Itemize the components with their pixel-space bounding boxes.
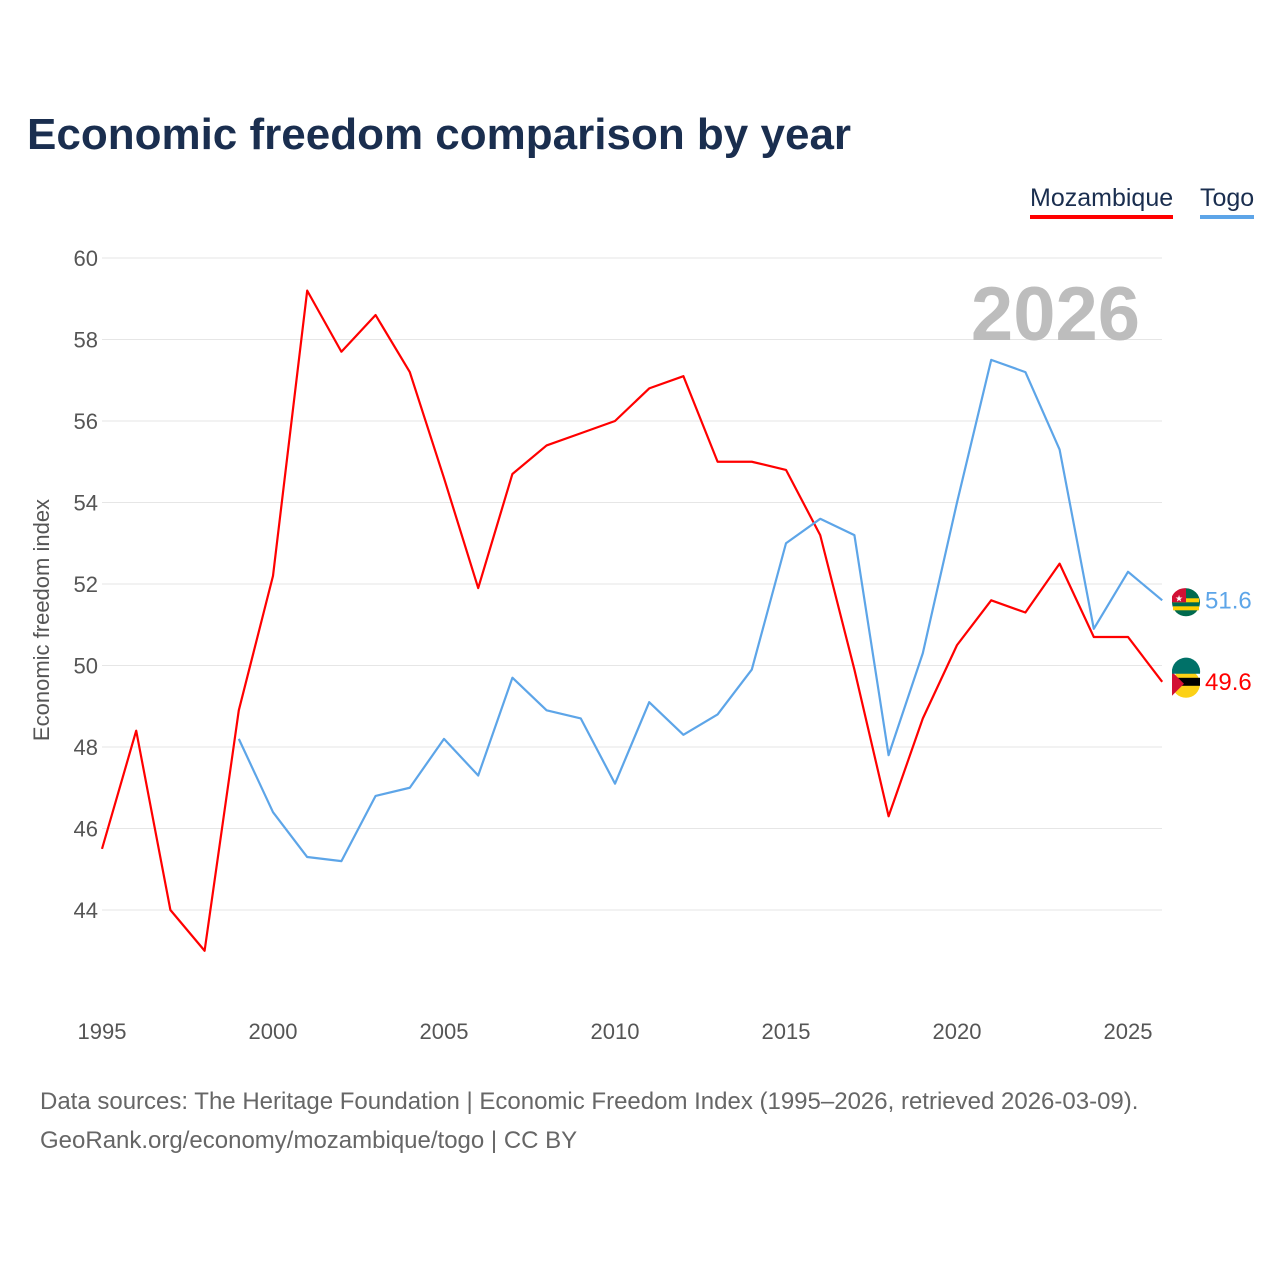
data-point [270, 809, 276, 815]
data-point [886, 813, 892, 819]
data-point [544, 442, 550, 448]
data-point [680, 373, 686, 379]
x-tick-label: 2005 [420, 1019, 469, 1044]
data-point [373, 793, 379, 799]
flag-star: ★ [1175, 593, 1183, 603]
data-point [1091, 626, 1097, 632]
data-point [920, 715, 926, 721]
series-line-mozambique [100, 289, 1164, 952]
y-tick-label: 52 [74, 572, 98, 597]
data-point [236, 707, 242, 713]
data-point [1057, 561, 1063, 567]
x-tick-label: 2025 [1104, 1019, 1153, 1044]
data-point [783, 540, 789, 546]
data-point [578, 430, 584, 436]
data-point [749, 667, 755, 673]
flag-stripe [1172, 657, 1201, 674]
x-tick-label: 2000 [249, 1019, 298, 1044]
data-point [1091, 634, 1097, 640]
data-point [783, 467, 789, 473]
end-value-label: 49.6 [1205, 669, 1252, 696]
y-tick-label: 56 [74, 409, 98, 434]
x-tick-label: 2010 [591, 1019, 640, 1044]
source-text: Data sources: The Heritage Foundation | … [40, 1088, 1139, 1115]
data-point [338, 349, 344, 355]
data-point [475, 585, 481, 591]
y-tick-label: 60 [74, 246, 98, 271]
data-point [612, 418, 618, 424]
data-point [1159, 679, 1165, 685]
legend-togo[interactable]: Togo [1200, 184, 1255, 219]
y-tick-label: 58 [74, 328, 98, 353]
data-point [851, 532, 857, 538]
data-point [236, 736, 242, 742]
data-point [544, 707, 550, 713]
data-point [578, 715, 584, 721]
y-tick-label: 54 [74, 491, 98, 516]
x-tick-label: 2015 [762, 1019, 811, 1044]
data-point [99, 846, 105, 852]
data-point [1022, 369, 1028, 375]
data-point [646, 699, 652, 705]
source-link[interactable]: GeoRank.org/economy/mozambique/togo | CC… [40, 1127, 578, 1154]
data-point [920, 650, 926, 656]
y-tick-label: 44 [74, 898, 98, 923]
data-point [1125, 569, 1131, 575]
flag-canton [1172, 588, 1186, 603]
data-point [509, 675, 515, 681]
x-tick-label: 2020 [933, 1019, 982, 1044]
chart-title: Economic freedom comparison by year [27, 110, 852, 159]
flag-stripe [1172, 677, 1200, 686]
data-point [133, 728, 139, 734]
data-point [680, 732, 686, 738]
data-point [475, 773, 481, 779]
data-point [1022, 610, 1028, 616]
data-point [441, 736, 447, 742]
data-point [373, 312, 379, 318]
data-point [715, 459, 721, 465]
y-tick-label: 50 [74, 654, 98, 679]
data-point [954, 500, 960, 506]
data-point [954, 642, 960, 648]
y-tick-label: 46 [74, 817, 98, 842]
data-point [817, 532, 823, 538]
data-point [441, 475, 447, 481]
end-value-label: 51.6 [1205, 587, 1252, 614]
data-point [817, 516, 823, 522]
data-point [167, 907, 173, 913]
data-point [338, 858, 344, 864]
data-point [407, 369, 413, 375]
data-point [646, 385, 652, 391]
data-point [1057, 447, 1063, 453]
data-point [509, 471, 515, 477]
data-point [612, 781, 618, 787]
year-watermark: 2026 [971, 272, 1140, 357]
data-point [1125, 634, 1131, 640]
data-point [886, 752, 892, 758]
data-point [304, 854, 310, 860]
data-point [407, 785, 413, 791]
data-point [988, 357, 994, 363]
data-point [851, 667, 857, 673]
flag-stripe [1173, 606, 1199, 611]
flag-triangle [1172, 671, 1184, 696]
data-point [270, 573, 276, 579]
data-point [715, 711, 721, 717]
legend-mozambique[interactable]: Mozambique [1030, 184, 1174, 219]
data-point [988, 597, 994, 603]
data-point [202, 948, 208, 954]
data-point [1159, 597, 1165, 603]
data-point [749, 459, 755, 465]
y-tick-label: 48 [74, 735, 98, 760]
x-tick-label: 1995 [78, 1019, 127, 1044]
series-line-togo [237, 358, 1163, 863]
data-point [304, 288, 310, 294]
